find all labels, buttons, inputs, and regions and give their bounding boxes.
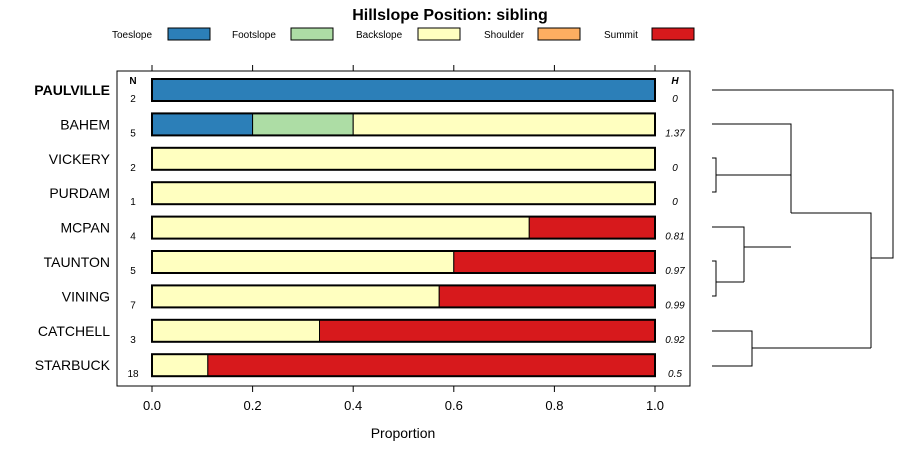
bar-catchell-summit [318,319,656,343]
bar-mcpan-summit [528,216,656,240]
legend-swatch-shoulder [537,27,581,41]
bar-outline-vining [151,284,656,309]
x-axis: 0.0 0.2 0.4 0.6 0.8 1.0 [143,65,664,413]
x-tick-label-1: 0.2 [244,398,262,413]
h-header: H [671,76,679,87]
bar-purdam-backslope [151,181,656,205]
category-label-catchell: CATCHELL [38,323,110,339]
bar-outline-starbuck [151,353,656,378]
h-value-paulville: 0 [672,94,678,105]
category-label-vickery: VICKERY [49,151,111,167]
x-axis-label: Proportion [371,425,436,441]
n-value-purdam: 1 [130,197,136,208]
row-paulville: PAULVILLE 2 0 [34,78,678,105]
h-value-vining: 0.99 [665,300,685,311]
n-value-catchell: 3 [130,335,136,346]
x-tick-label-4: 0.8 [545,398,563,413]
bar-mcpan-backslope [151,216,530,240]
row-taunton: TAUNTON 5 0.97 [44,250,685,277]
n-value-paulville: 2 [130,94,136,105]
bar-starbuck-summit [207,353,656,377]
plot-frame [116,70,691,387]
bar-vining-summit [438,284,656,308]
bar-starbuck-backslope [151,353,209,377]
h-value-bahem: 1.37 [665,128,685,139]
bar-rows: PAULVILLE 2 0 BAHEM 5 1.37 VICKERY 2 0 PURDAM 1 0 MC… [34,78,685,380]
bar-catchell-backslope [151,319,320,343]
row-vining: VINING 7 0.99 [62,284,685,311]
bar-outline-paulville [151,78,656,102]
bar-taunton-backslope [151,250,455,274]
bar-outline-catchell [151,318,656,343]
row-vickery: VICKERY 2 0 [49,146,678,174]
x-tick-label-2: 0.4 [344,398,362,413]
legend-label-shoulder: Shoulder [484,30,525,41]
row-purdam: PURDAM 1 0 [49,181,678,208]
h-value-vickery: 0 [672,163,678,174]
legend-swatch-footslope [290,27,334,41]
bar-bahem-footslope [252,112,354,136]
n-header: N [129,76,136,87]
dendrogram-branches [712,89,894,367]
legend-label-footslope: Footslope [232,30,276,41]
bar-outline-purdam [151,181,656,206]
legend-swatch-toeslope [167,27,211,41]
n-value-vining: 7 [130,300,136,311]
chart-title: Hillslope Position: sibling [352,7,548,24]
n-value-vickery: 2 [130,163,136,174]
row-starbuck: STARBUCK 18 0.5 [35,353,682,380]
category-label-purdam: PURDAM [49,185,110,201]
row-catchell: CATCHELL 3 0.92 [38,318,685,346]
row-bahem: BAHEM 5 1.37 [60,112,685,139]
category-label-taunton: TAUNTON [44,254,110,270]
x-tick-label-0: 0.0 [143,398,161,413]
category-label-vining: VINING [62,288,110,304]
legend-swatch-summit [651,27,695,41]
bar-outline-mcpan [151,215,656,240]
category-label-starbuck: STARBUCK [35,357,111,373]
n-value-mcpan: 4 [130,232,136,243]
legend-label-summit: Summit [604,30,638,41]
h-value-purdam: 0 [672,197,678,208]
legend-label-backslope: Backslope [356,30,403,41]
n-value-starbuck: 18 [127,369,139,380]
category-label-mcpan: MCPAN [60,220,110,236]
bar-outline-taunton [151,250,656,274]
bar-outline-bahem [151,112,656,137]
bar-paulville-toeslope [151,78,656,102]
bar-bahem-toeslope [151,112,254,136]
n-value-taunton: 5 [130,266,136,277]
n-value-bahem: 5 [130,128,136,139]
x-tick-label-3: 0.6 [445,398,463,413]
dendrogram [712,89,894,367]
bar-vining-backslope [151,284,440,308]
category-label-bahem: BAHEM [60,116,110,132]
bar-bahem-backslope [352,112,656,136]
h-value-taunton: 0.97 [665,266,685,277]
h-value-mcpan: 0.81 [665,232,684,243]
bar-vickery-backslope [151,147,656,171]
h-value-starbuck: 0.5 [668,369,682,380]
legend: Toeslope Footslope Backslope Shoulder Summit [112,27,695,41]
h-value-catchell: 0.92 [665,335,685,346]
legend-swatch-backslope [417,27,461,41]
row-mcpan: MCPAN 4 0.81 [60,215,685,243]
bar-taunton-summit [453,250,656,274]
x-tick-label-5: 1.0 [646,398,664,413]
legend-label-toeslope: Toeslope [112,30,152,41]
category-label-paulville: PAULVILLE [34,82,110,98]
bar-outline-vickery [151,146,656,171]
